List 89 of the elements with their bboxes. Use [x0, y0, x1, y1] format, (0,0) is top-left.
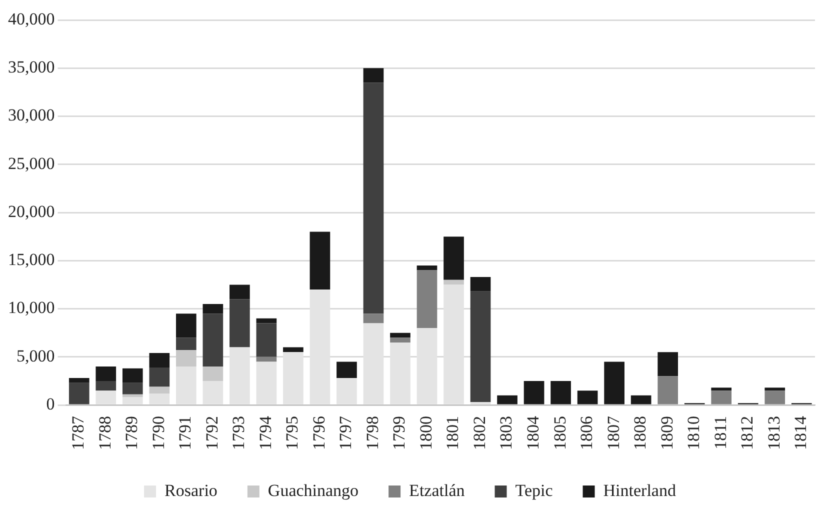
- x-tick-label: 1796: [309, 416, 328, 450]
- bar: [256, 323, 277, 357]
- x-tick-label: 1795: [282, 416, 302, 450]
- y-tick-label: 20,000: [8, 202, 55, 221]
- bar: [416, 265, 438, 270]
- bar: [711, 388, 732, 391]
- x-tick-label: 1805: [550, 416, 570, 450]
- x-tick-label: 1802: [470, 416, 489, 450]
- bar: [577, 390, 598, 404]
- bar: [149, 367, 170, 387]
- bar: [202, 314, 224, 366]
- x-tick-label: 1809: [657, 416, 676, 450]
- bar: [256, 318, 277, 324]
- bar: [230, 284, 250, 300]
- x-tick-label: 1793: [229, 416, 248, 450]
- x-tick-label: 1798: [362, 416, 382, 450]
- bar: [470, 276, 491, 292]
- bar: [711, 390, 732, 404]
- bar: [68, 378, 90, 383]
- bar: [202, 304, 224, 314]
- bar: [256, 356, 277, 362]
- bar: [658, 376, 678, 404]
- y-tick-label: 0: [46, 394, 55, 414]
- bar: [363, 68, 384, 83]
- bar: [630, 395, 652, 404]
- bar: [524, 380, 544, 404]
- bar: [764, 388, 786, 391]
- x-tick-label: 1797: [336, 416, 356, 450]
- y-tick-label: 30,000: [8, 106, 55, 125]
- bar: [470, 291, 491, 402]
- bar: [497, 395, 518, 404]
- bar: [176, 350, 196, 366]
- bar: [122, 394, 143, 398]
- bar: [68, 382, 90, 404]
- y-tick-label: 15,000: [8, 250, 55, 270]
- x-tick-label: 1799: [390, 416, 409, 450]
- bar: [283, 347, 304, 352]
- legend-label: Guachinango: [268, 480, 359, 500]
- x-tick-label: 1804: [524, 416, 542, 450]
- x-tick-label: 1803: [496, 416, 516, 450]
- x-tick-label: 1814: [791, 416, 810, 450]
- x-tick-label: 1787: [68, 416, 88, 450]
- bar: [176, 338, 196, 350]
- bar: [122, 368, 143, 383]
- legend-label: Rosario: [164, 480, 218, 500]
- bar: [444, 280, 464, 285]
- bar: [149, 353, 170, 368]
- x-tick-label: 1810: [684, 416, 704, 450]
- bar: [550, 380, 571, 404]
- bar: [604, 362, 624, 404]
- bar: [96, 366, 116, 381]
- y-tick-label: 40,000: [8, 9, 55, 28]
- x-tick-label: 1791: [176, 416, 195, 450]
- bar: [416, 270, 438, 328]
- bar: [149, 386, 170, 394]
- y-tick-label: 5,000: [16, 346, 55, 366]
- x-tick-label: 1811: [710, 416, 730, 450]
- bar: [230, 299, 250, 348]
- x-tick-label: 1808: [630, 416, 650, 450]
- x-tick-label: 1789: [122, 416, 142, 450]
- bar: [658, 352, 678, 376]
- x-tick-label: 1800: [416, 416, 436, 450]
- bar: [122, 382, 143, 394]
- legend-label: Tepic: [515, 480, 554, 500]
- bar: [310, 232, 330, 290]
- bar: [390, 332, 410, 338]
- bar: [363, 82, 384, 314]
- x-tick-label: 1812: [738, 416, 757, 450]
- bar: [444, 236, 464, 280]
- bar: [176, 314, 196, 338]
- y-tick-label: 10,000: [8, 298, 55, 318]
- y-tick-label: 25,000: [8, 154, 55, 173]
- x-tick-label: 1788: [95, 416, 114, 450]
- bar: [390, 338, 410, 342]
- x-tick-label: 1813: [764, 416, 784, 450]
- x-tick-label: 1807: [604, 416, 623, 450]
- x-tick-label: 1792: [202, 416, 222, 450]
- bar: [336, 362, 357, 378]
- x-tick-label: 1794: [256, 416, 275, 450]
- x-tick-label: 1801: [443, 416, 462, 450]
- y-tick-label: 35,000: [8, 58, 55, 77]
- x-tick-label: 1790: [148, 416, 168, 450]
- bar: [96, 380, 116, 391]
- legend-label: Etzatlán: [409, 480, 466, 500]
- x-tick-label: 1806: [577, 416, 596, 450]
- bar: [764, 390, 786, 404]
- bar: [202, 366, 224, 381]
- legend-label: Hinterland: [603, 480, 676, 500]
- bar: [363, 314, 384, 324]
